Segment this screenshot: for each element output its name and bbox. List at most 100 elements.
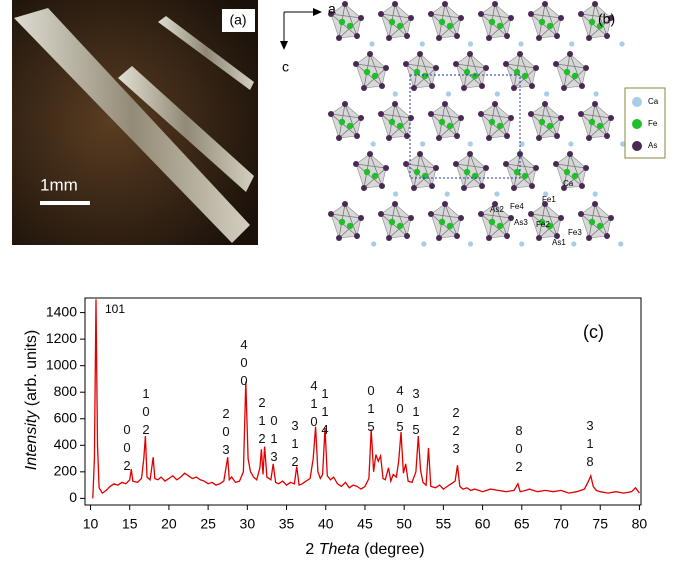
as-atom xyxy=(436,235,442,241)
bond xyxy=(355,63,383,87)
as-atom xyxy=(392,1,398,7)
fe-atom xyxy=(338,18,346,26)
as-atom xyxy=(354,33,360,39)
as-atom xyxy=(529,83,535,89)
fe-atom xyxy=(538,218,546,226)
polyhedron xyxy=(480,103,512,139)
bond xyxy=(505,63,537,69)
atom-label: Ca xyxy=(563,179,574,188)
fe-atom xyxy=(396,122,404,130)
peak-label: 015 xyxy=(367,383,375,434)
bond xyxy=(555,163,583,187)
fe-atom xyxy=(363,168,371,176)
as-atom xyxy=(358,215,364,221)
fe-atom xyxy=(388,18,396,26)
as-atom xyxy=(378,111,384,117)
bond xyxy=(330,113,362,119)
as-atom xyxy=(354,133,360,139)
bond xyxy=(530,113,558,137)
fe-atom xyxy=(588,118,596,126)
fe-atom xyxy=(446,22,454,30)
legend-label: As xyxy=(648,141,657,150)
as-atom xyxy=(528,111,534,117)
bond xyxy=(469,153,483,187)
as-atom xyxy=(579,183,585,189)
as-atom xyxy=(528,11,534,17)
fe-atom xyxy=(513,168,521,176)
bond xyxy=(455,63,483,87)
bond xyxy=(419,153,433,187)
legend-box xyxy=(624,87,666,159)
bond xyxy=(369,53,383,87)
bond xyxy=(594,203,608,237)
as-atom xyxy=(336,35,342,41)
ca-atom xyxy=(519,141,525,147)
as-atom xyxy=(558,15,564,21)
as-atom xyxy=(504,33,510,39)
bond xyxy=(569,153,583,187)
bond xyxy=(455,63,487,69)
bond xyxy=(369,153,383,187)
x-axis-label: 2 Theta (degree) xyxy=(305,541,424,558)
fe-atom xyxy=(588,218,596,226)
as-atom xyxy=(561,185,567,191)
as-atom xyxy=(386,35,392,41)
as-atom xyxy=(508,215,514,221)
ca-atom xyxy=(467,241,474,247)
ca-atom xyxy=(518,41,524,47)
peak-label: 002 xyxy=(123,422,131,473)
as-atom xyxy=(578,111,584,117)
as-atom xyxy=(478,111,484,117)
peak-label: 013 xyxy=(270,413,278,464)
fe-atom xyxy=(571,172,579,180)
fe-atom xyxy=(338,218,346,226)
polyhedron xyxy=(580,203,612,239)
as-atom xyxy=(453,161,459,167)
fe-atom xyxy=(446,122,454,130)
bond xyxy=(430,213,458,237)
as-atom xyxy=(604,133,610,139)
fe-atom xyxy=(496,122,504,130)
x-tick-label: 80 xyxy=(632,516,648,532)
as-atom xyxy=(328,11,334,17)
as-atom xyxy=(586,135,592,141)
as-atom xyxy=(561,85,567,91)
as-atom xyxy=(358,15,364,21)
fe-atom xyxy=(438,118,446,126)
x-tick-label: 25 xyxy=(200,516,216,532)
bond xyxy=(430,213,462,219)
bond xyxy=(444,203,458,237)
as-atom xyxy=(458,15,464,21)
x-tick-label: 45 xyxy=(357,516,373,532)
peak-label: 223 xyxy=(452,405,460,456)
bond xyxy=(330,213,358,237)
fe-atom xyxy=(396,222,404,230)
as-atom xyxy=(558,115,564,121)
bond xyxy=(430,113,462,119)
bond xyxy=(530,213,558,237)
fe-atom xyxy=(338,118,346,126)
as-atom xyxy=(404,133,410,139)
as-atom xyxy=(542,101,548,107)
fe-atom xyxy=(538,18,546,26)
fe-atom xyxy=(563,68,571,76)
as-atom xyxy=(492,101,498,107)
legend-atom xyxy=(632,141,642,151)
fe-atom xyxy=(413,68,421,76)
as-atom xyxy=(428,111,434,117)
y-tick-label: 0 xyxy=(69,489,77,505)
ca-atom xyxy=(445,91,452,97)
bond xyxy=(580,113,608,137)
as-atom xyxy=(436,35,442,41)
fe-atom xyxy=(438,218,446,226)
as-atom xyxy=(367,151,373,157)
as-atom xyxy=(583,65,589,71)
bond xyxy=(355,163,383,187)
bond xyxy=(405,63,437,69)
panel-label: (a) xyxy=(229,12,246,28)
as-atom xyxy=(411,185,417,191)
bond xyxy=(330,113,358,137)
as-atom xyxy=(367,51,373,57)
bond xyxy=(394,203,408,237)
